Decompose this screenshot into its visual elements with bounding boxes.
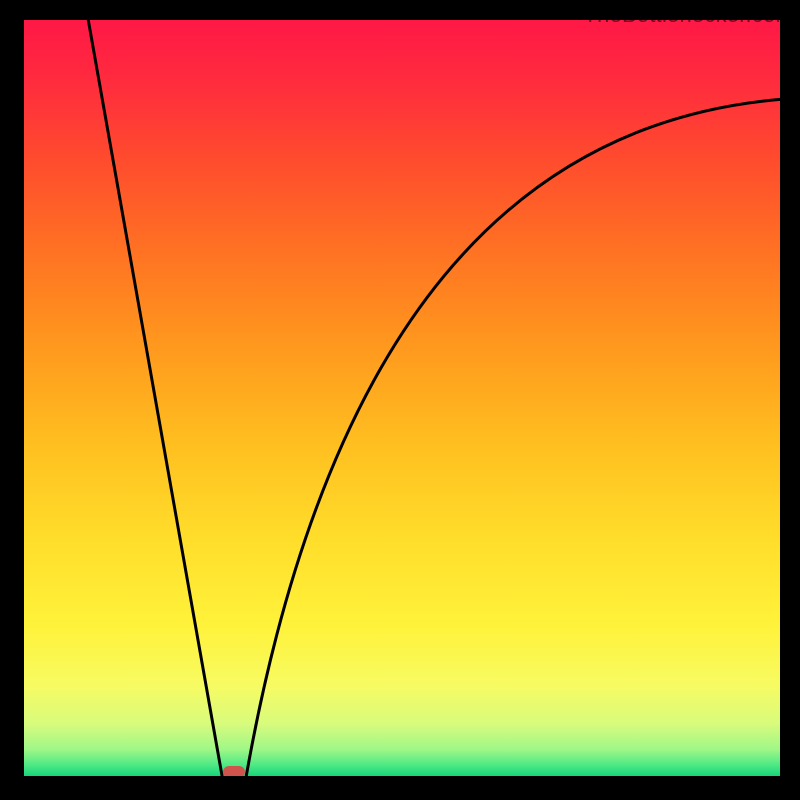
chart-frame: TheBottlenecker.com xyxy=(0,0,800,800)
watermark-text: TheBottlenecker.com xyxy=(584,2,794,28)
axis-border xyxy=(0,0,800,800)
